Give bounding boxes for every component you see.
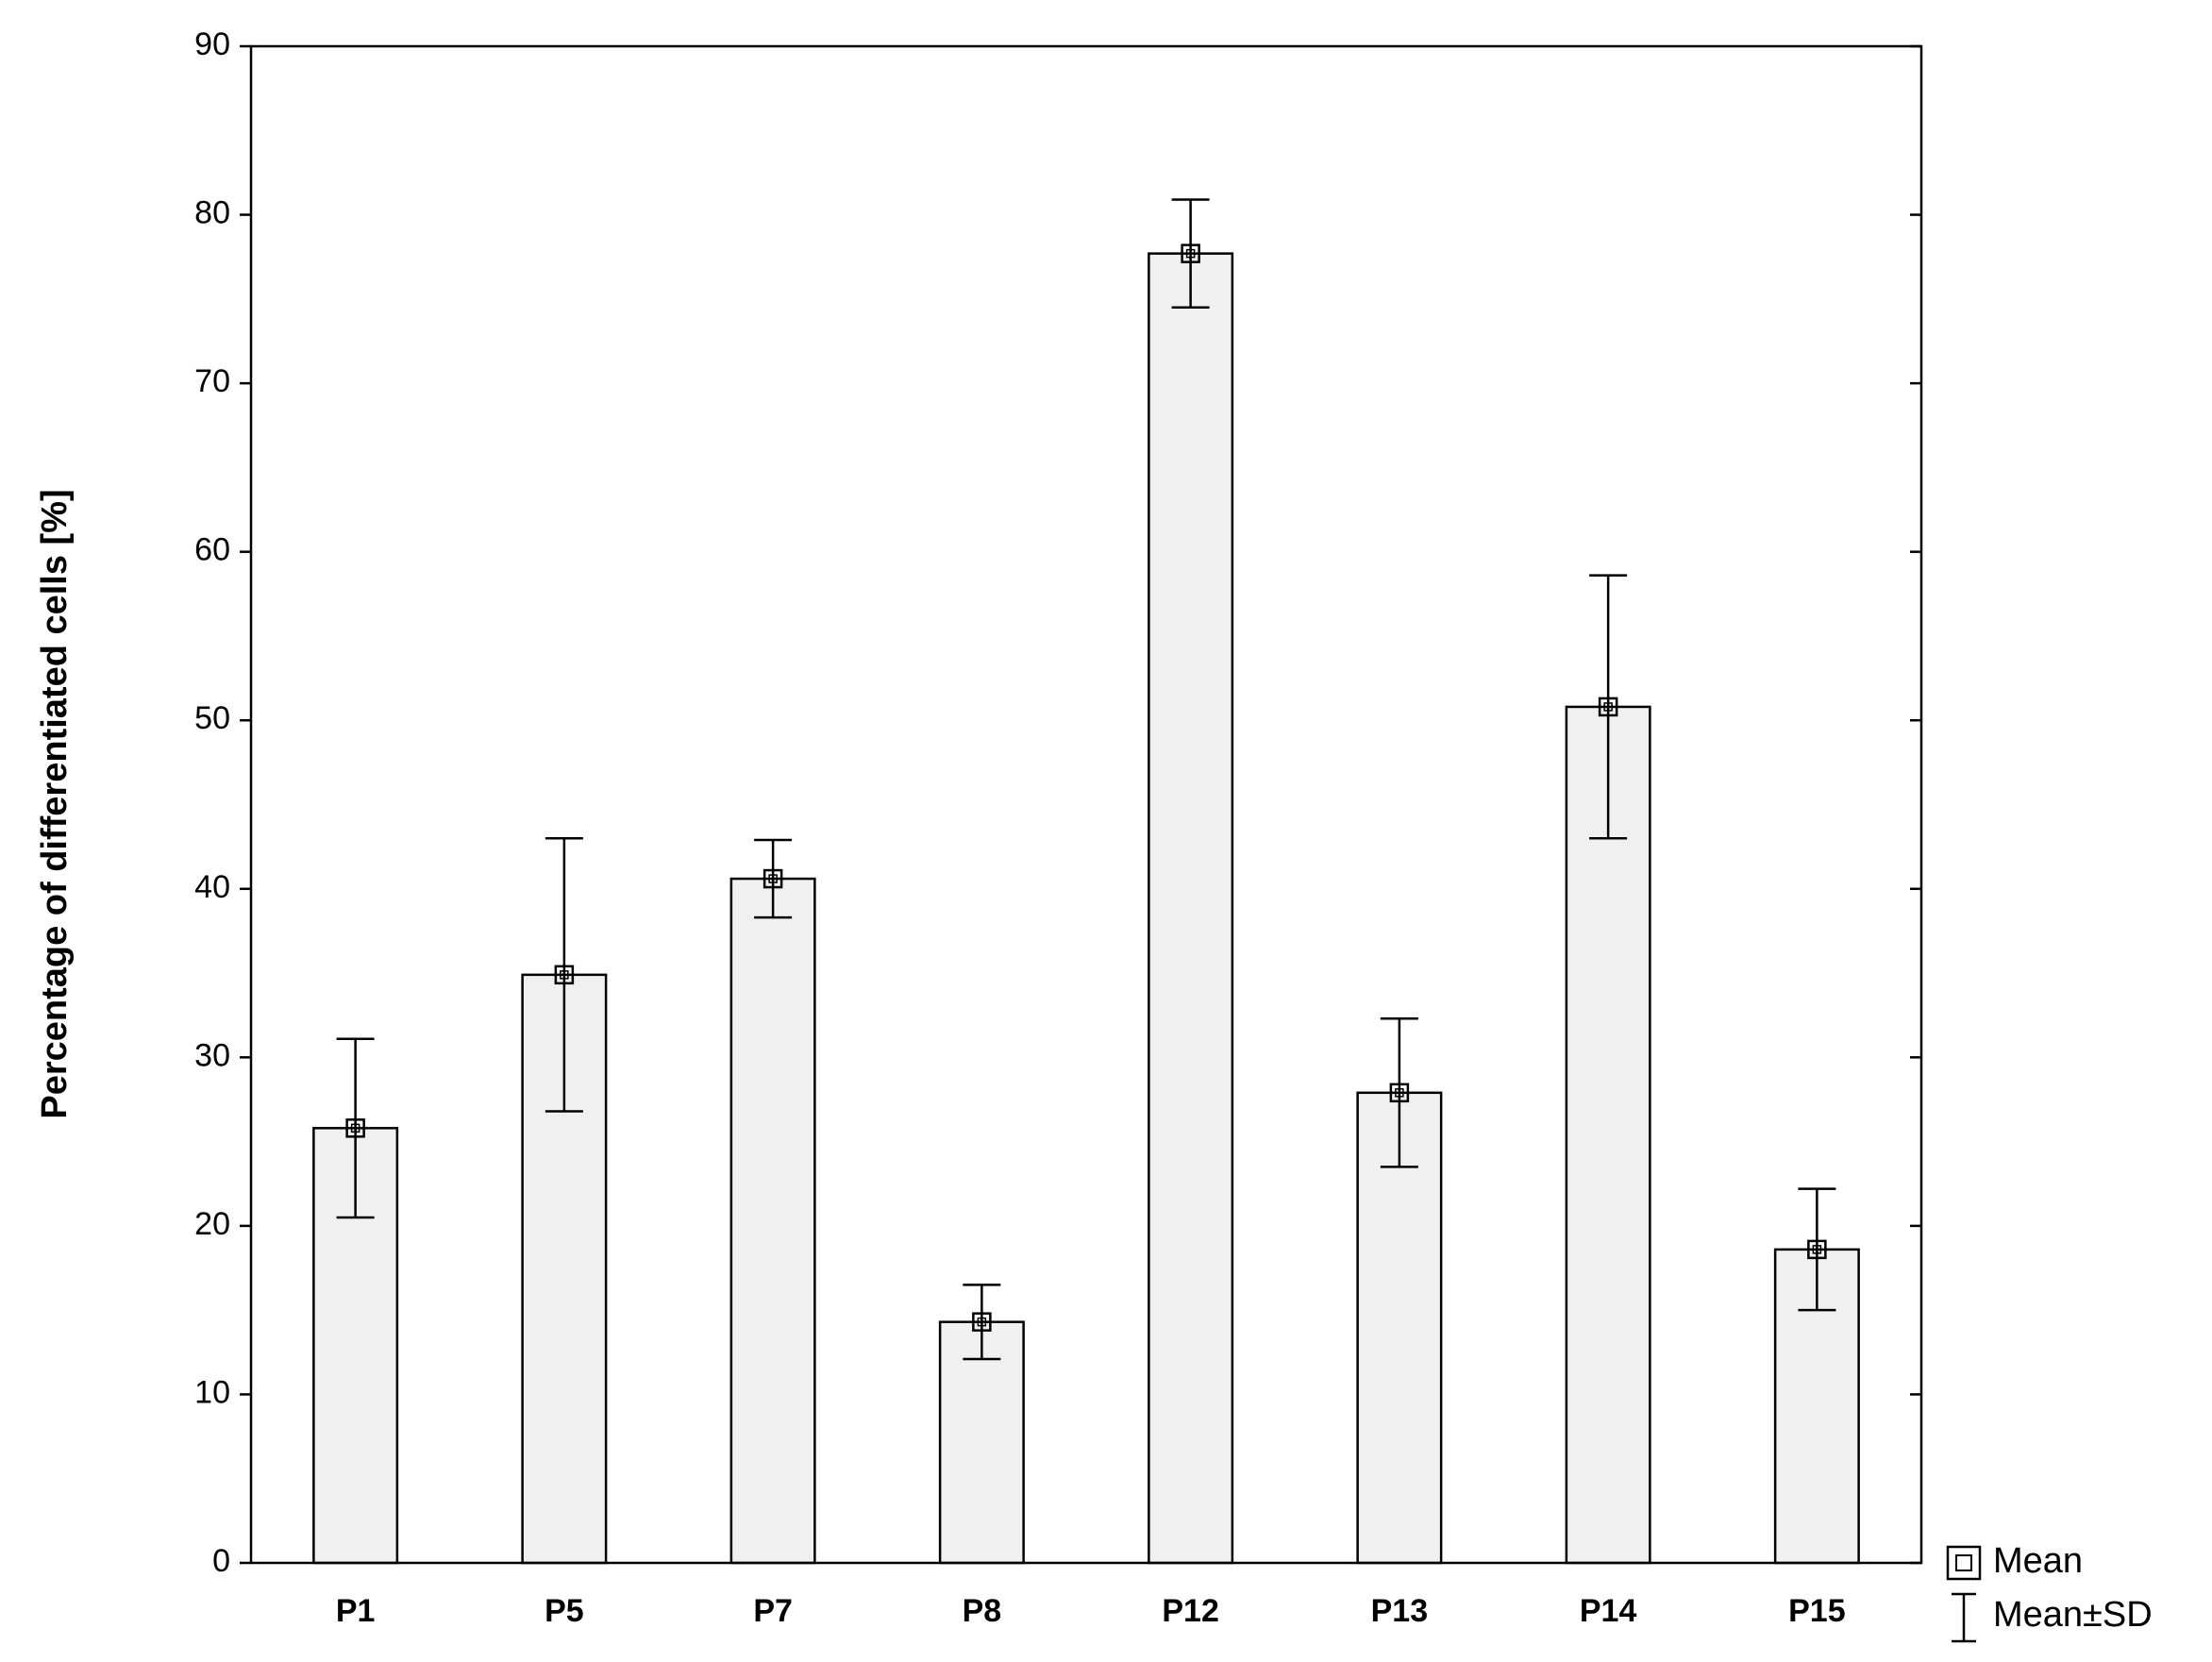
y-tick-label: 80 [194,195,230,231]
x-tick-label: P5 [545,1593,584,1629]
mean-marker [1807,1239,1827,1260]
error-bar [1380,1017,1418,1168]
y-tick-label: 70 [194,363,230,399]
mean-marker-inner [1603,702,1613,712]
mean-marker [972,1312,992,1332]
mean-marker [554,965,575,985]
mean-marker-inner [1812,1245,1822,1254]
error-bar [754,838,793,919]
x-tick-label: P14 [1580,1593,1637,1629]
x-tick-label: P13 [1371,1593,1429,1629]
x-tick-label: P12 [1162,1593,1219,1629]
legend-label: Mean±SD [1993,1595,2153,1635]
mean-marker [1181,243,1200,263]
error-bar [963,1284,1001,1361]
y-tick-label: 90 [194,26,230,62]
bar [938,1320,1025,1565]
error-bar [1589,574,1628,840]
mean-marker-inner [560,970,569,980]
y-axis-title: Percentage of differentiated cells [%] [35,489,75,1118]
legend-error-icon [1952,1592,1976,1643]
y-tick-label: 20 [194,1206,230,1242]
mean-marker [1389,1083,1410,1103]
bar [729,877,816,1565]
bar [1356,1091,1443,1565]
y-tick-label: 10 [194,1374,230,1410]
y-tick-label: 30 [194,1037,230,1073]
error-bar [545,836,583,1113]
error-bar [336,1037,375,1219]
bar [1148,252,1234,1565]
mean-marker [762,868,783,889]
x-tick-label: P7 [753,1593,793,1629]
y-tick-label: 50 [194,700,230,736]
legend-marker [1946,1545,1982,1581]
mean-marker-inner [1185,248,1196,259]
y-tick-label: 60 [194,532,230,568]
y-tick-label: 40 [194,869,230,905]
legend-label: Mean [1993,1541,2083,1581]
error-bar [1798,1187,1836,1312]
x-tick-label: P15 [1788,1593,1846,1629]
mean-marker-inner [977,1317,987,1327]
x-tick-label: P1 [336,1593,376,1629]
mean-marker-inner [350,1123,360,1133]
bar [1565,705,1651,1565]
x-tick-label: P8 [963,1593,1002,1629]
plot-frame [249,44,1923,1565]
y-tick-label: 0 [212,1543,230,1579]
mean-marker-inner [768,874,778,883]
legend-marker-inner [1955,1554,1972,1571]
mean-marker-inner [1395,1088,1404,1098]
mean-marker [1598,697,1618,717]
error-bar [1171,198,1210,310]
mean-marker [345,1118,365,1138]
